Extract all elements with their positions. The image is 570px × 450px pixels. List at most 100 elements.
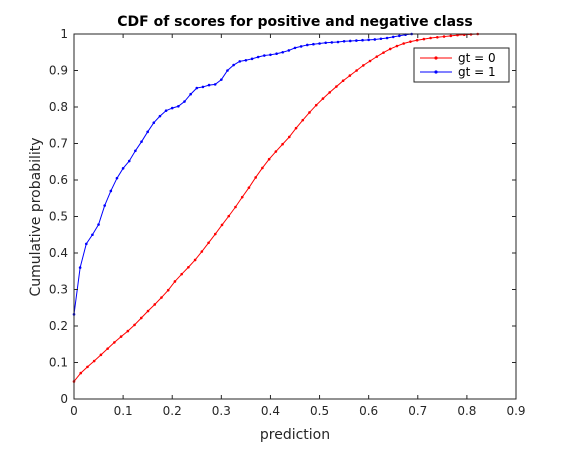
data-point bbox=[348, 74, 352, 77]
data-point bbox=[379, 37, 383, 41]
data-point bbox=[91, 233, 94, 237]
data-point bbox=[121, 167, 125, 170]
data-point bbox=[244, 58, 248, 62]
data-point bbox=[213, 232, 217, 236]
data-point bbox=[367, 38, 370, 42]
data-point bbox=[256, 55, 260, 59]
data-point bbox=[240, 195, 244, 199]
data-point bbox=[275, 52, 278, 56]
data-point bbox=[422, 37, 426, 41]
y-tick-label: 0.2 bbox=[49, 319, 68, 333]
data-point bbox=[158, 114, 162, 118]
data-point bbox=[355, 39, 358, 42]
x-tick-label: 0.5 bbox=[310, 404, 329, 418]
data-point bbox=[109, 189, 113, 193]
legend-label: gt = 0 bbox=[458, 51, 496, 65]
data-point bbox=[341, 79, 345, 83]
data-point bbox=[261, 166, 264, 170]
y-tick-label: 0 bbox=[60, 392, 68, 406]
legend: gt = 0gt = 1 bbox=[413, 47, 510, 83]
x-tick-label: 0.8 bbox=[457, 404, 476, 418]
data-point bbox=[373, 38, 377, 41]
y-tick-label: 0.4 bbox=[49, 246, 68, 260]
data-point bbox=[335, 85, 338, 88]
data-point bbox=[200, 250, 204, 253]
data-point bbox=[193, 258, 197, 262]
data-point bbox=[308, 111, 311, 114]
data-point bbox=[267, 157, 271, 161]
y-tick-label: 0.8 bbox=[49, 100, 68, 114]
data-point bbox=[232, 63, 235, 67]
data-point bbox=[409, 40, 412, 43]
data-point bbox=[314, 103, 318, 107]
y-tick-label: 0.1 bbox=[49, 356, 68, 370]
y-tick-label: 0.7 bbox=[49, 137, 68, 151]
data-point bbox=[375, 55, 379, 58]
axes-layer: 0 0.1 0.2 0.3 0.4 0.5 0.6 0.7 0.8 0.9 0 0.1 0.2 0.3 0.… bbox=[49, 27, 526, 418]
legend-label: gt = 1 bbox=[458, 65, 496, 79]
data-point bbox=[336, 40, 340, 44]
data-point bbox=[342, 40, 346, 43]
data-point bbox=[79, 371, 83, 375]
data-point bbox=[177, 104, 180, 108]
data-point bbox=[263, 54, 266, 57]
data-point bbox=[134, 149, 137, 153]
data-point bbox=[324, 41, 327, 45]
y-tick-label: 0.5 bbox=[49, 210, 68, 224]
data-point bbox=[361, 38, 364, 42]
data-point bbox=[415, 38, 419, 42]
data-point bbox=[173, 280, 177, 283]
data-point bbox=[436, 35, 439, 39]
data-point bbox=[113, 341, 116, 344]
data-point bbox=[247, 186, 251, 189]
data-point bbox=[207, 83, 211, 87]
data-point bbox=[385, 36, 389, 40]
data-point bbox=[391, 35, 395, 39]
data-point bbox=[139, 316, 143, 320]
x-tick-label: 0.3 bbox=[212, 404, 231, 418]
x-tick-label: 0.7 bbox=[408, 404, 427, 418]
data-point bbox=[234, 205, 237, 209]
data-point bbox=[146, 309, 150, 313]
data-point bbox=[103, 204, 106, 207]
data-point bbox=[348, 39, 352, 43]
data-point bbox=[321, 97, 325, 100]
data-point bbox=[213, 83, 217, 86]
data-point bbox=[254, 176, 257, 179]
data-point bbox=[395, 44, 399, 48]
data-point bbox=[238, 60, 242, 63]
data-point bbox=[328, 91, 331, 94]
data-point bbox=[429, 36, 432, 40]
legend-box bbox=[413, 47, 510, 83]
data-point bbox=[449, 34, 453, 38]
data-point bbox=[294, 126, 298, 130]
data-point bbox=[153, 303, 157, 306]
data-point bbox=[312, 42, 315, 46]
data-point bbox=[305, 43, 309, 47]
data-point bbox=[126, 329, 130, 333]
chart-title: CDF of scores for positive and negative … bbox=[117, 14, 472, 30]
data-point bbox=[362, 64, 365, 67]
data-point bbox=[189, 92, 192, 96]
data-point bbox=[99, 353, 103, 357]
data-point bbox=[160, 296, 163, 299]
data-point bbox=[250, 57, 254, 61]
data-point bbox=[78, 266, 82, 269]
x-tick-label: 0 bbox=[70, 404, 78, 418]
data-point bbox=[195, 86, 199, 90]
data-point bbox=[86, 365, 89, 369]
y-tick-label: 0.3 bbox=[49, 283, 68, 297]
legend-entry-0: gt = 0 bbox=[420, 51, 496, 65]
data-point bbox=[220, 78, 223, 81]
x-tick-label: 0.4 bbox=[261, 404, 280, 418]
data-point bbox=[281, 142, 284, 146]
data-point bbox=[180, 272, 183, 276]
data-point bbox=[97, 223, 100, 226]
data-point bbox=[152, 121, 156, 124]
data-point bbox=[281, 50, 285, 54]
legend-marker bbox=[434, 56, 438, 60]
data-point bbox=[301, 118, 305, 122]
data-point bbox=[368, 59, 372, 63]
data-point bbox=[330, 41, 334, 44]
data-point bbox=[398, 34, 401, 38]
